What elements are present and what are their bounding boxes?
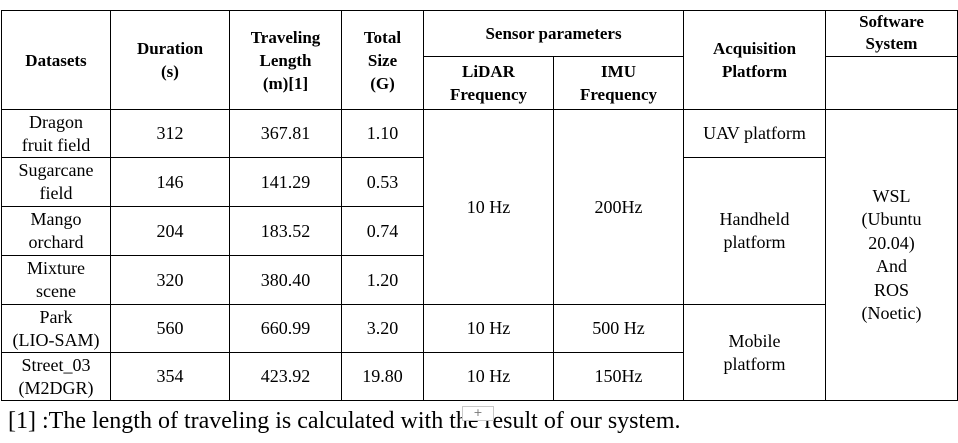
table-row: Mixture scene 320 380.40 1.20 <box>1 255 958 305</box>
length-value: 141.29 <box>229 157 342 207</box>
duration-value: 312 <box>110 109 230 158</box>
length-value: 183.52 <box>229 206 342 256</box>
length-value: 660.99 <box>229 304 342 353</box>
platform-uav: UAV platform <box>683 109 827 158</box>
duration-value: 204 <box>110 206 230 256</box>
header-total-size: Total Size (G) <box>341 10 424 110</box>
header-software-empty <box>825 56 958 110</box>
length-value: 367.81 <box>229 109 342 158</box>
dataset-table: Datasets Duration (s) Traveling Length (m)[… <box>1 10 958 401</box>
duration-value: 560 <box>110 304 230 353</box>
duration-value: 320 <box>110 255 230 305</box>
duration-value: 146 <box>110 157 230 207</box>
table-row: Mango orchard 204 183.52 0.74 <box>1 206 958 256</box>
software-system-value: WSL (Ubuntu 20.04) And ROS (Noetic) <box>825 109 958 401</box>
size-value: 1.20 <box>341 255 424 305</box>
imu-frequency-street: 150Hz <box>552 352 685 401</box>
header-acquisition-platform: Acquisition Platform <box>683 10 827 110</box>
platform-mobile: Mobile platform <box>683 304 827 401</box>
size-value: 1.10 <box>341 109 424 158</box>
dataset-name: Dragon fruit field <box>1 109 111 158</box>
dataset-name: Mixture scene <box>1 255 111 305</box>
lidar-frequency-group: 10 Hz <box>423 109 554 305</box>
header-imu-frequency: IMU Frequency <box>552 56 685 110</box>
size-value: 19.80 <box>341 352 424 401</box>
table-row: Street_03 (M2DGR) 354 423.92 19.80 10 Hz … <box>1 352 958 401</box>
size-value: 0.74 <box>341 206 424 256</box>
dataset-name: Street_03 (M2DGR) <box>1 352 111 401</box>
platform-handheld: Handheld platform <box>683 157 827 305</box>
add-plus-button[interactable]: + <box>462 406 494 421</box>
header-sensor-parameters: Sensor parameters <box>422 10 685 57</box>
length-value: 423.92 <box>229 352 342 401</box>
dataset-name: Sugarcane field <box>1 157 111 207</box>
size-value: 3.20 <box>341 304 424 353</box>
table-row: Sugarcane field 146 141.29 0.53 Handheld p… <box>1 157 958 305</box>
header-traveling-length: Traveling Length (m)[1] <box>229 10 342 110</box>
size-value: 0.53 <box>341 157 424 207</box>
table-footnote: [1] :The length of traveling is calculat… <box>8 408 681 434</box>
lidar-frequency-street: 10 Hz <box>423 352 554 401</box>
imu-frequency-park: 500 Hz <box>552 304 685 353</box>
header-duration: Duration (s) <box>110 10 230 110</box>
imu-frequency-group: 200Hz <box>552 109 685 305</box>
header-datasets: Datasets <box>1 10 111 110</box>
duration-value: 354 <box>110 352 230 401</box>
table-row: Park (LIO-SAM) 560 660.99 3.20 10 Hz 500 … <box>1 304 958 401</box>
table-row: Dragon fruit field 312 367.81 1.10 10 Hz … <box>1 109 958 401</box>
dataset-name: Park (LIO-SAM) <box>1 304 111 353</box>
header-software-system: Software System <box>825 10 958 57</box>
lidar-frequency-park: 10 Hz <box>423 304 554 353</box>
dataset-name: Mango orchard <box>1 206 111 256</box>
header-lidar-frequency: LiDAR Frequency <box>423 56 554 110</box>
length-value: 380.40 <box>229 255 342 305</box>
